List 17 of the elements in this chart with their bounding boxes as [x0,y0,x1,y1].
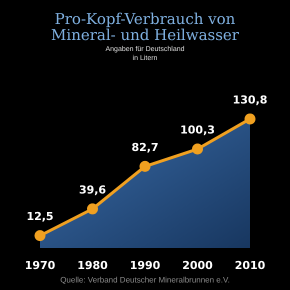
source-note: Quelle: Verband Deutscher Mineralbrunnen e.V. [60,276,230,284]
data-label: 39,6 [78,183,106,196]
x-tick-label: 1980 [77,259,108,272]
point [87,203,98,214]
x-tick-label: 2010 [234,259,266,272]
point [244,113,256,124]
x-tick-label: 1970 [24,259,56,272]
data-label: 12,5 [26,210,54,224]
data-label: 130,8 [232,93,268,106]
data-label: 82,7 [131,140,159,154]
point [140,160,150,172]
point [192,144,203,155]
data-label: 100,3 [180,124,215,137]
x-tick-label: 1990 [130,259,161,272]
point [34,230,46,242]
chart-title: Pro-Kopf-Verbrauch von Mineral- und Heilwasser [51,10,240,44]
x-tick-label: 2000 [182,259,214,272]
